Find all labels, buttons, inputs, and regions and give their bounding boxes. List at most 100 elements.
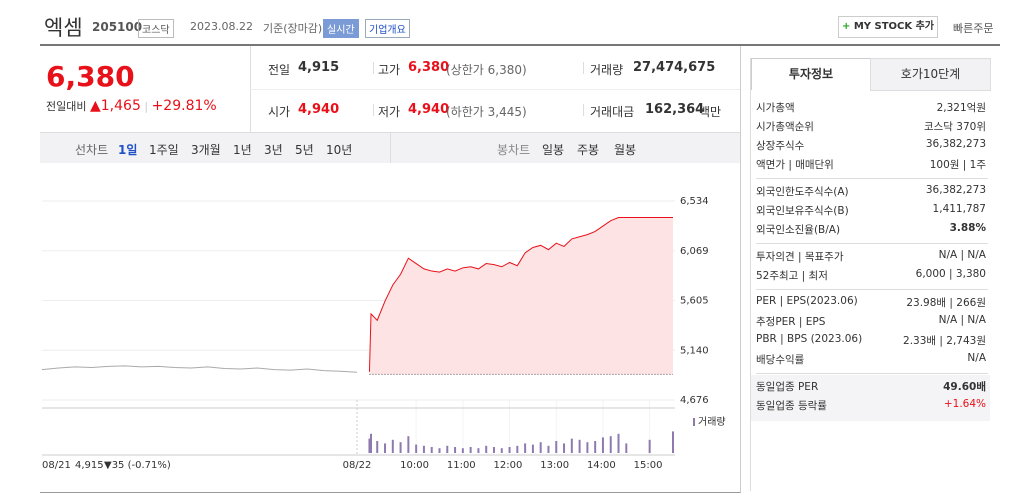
stat-value: 27,474,675 bbox=[633, 60, 716, 75]
section-rule bbox=[756, 289, 988, 290]
side-row: 외국인소진율(B/A) 3.88% bbox=[756, 222, 986, 241]
period-tab[interactable]: 3개월 bbox=[191, 143, 221, 157]
row-value: +1.64% bbox=[943, 398, 986, 410]
price-change: 전일대비 ▲1,465 | +29.81% bbox=[46, 98, 217, 114]
overview-button[interactable]: 기업개요 bbox=[365, 19, 410, 38]
volume-bar bbox=[391, 439, 394, 453]
volume-bar bbox=[415, 444, 418, 453]
row-value: 코스닥 370위 bbox=[923, 121, 986, 133]
side-shade bbox=[751, 375, 990, 421]
x-tick-label: 13:00 bbox=[540, 460, 569, 471]
side-row: PBR | BPS (2023.06) 2.33배 | 2,743원 bbox=[756, 333, 986, 352]
period-tab[interactable]: 1년 bbox=[233, 143, 252, 157]
row-value: 49.60배 bbox=[943, 381, 986, 393]
current-price: 6,380 bbox=[46, 60, 135, 93]
date-note: 기준(장마감) bbox=[263, 22, 323, 35]
change-value: 1,465 bbox=[100, 98, 141, 114]
tab-label: 선차트 bbox=[75, 143, 109, 157]
period-tab[interactable]: 3년 bbox=[264, 143, 283, 157]
volume-bar bbox=[531, 444, 534, 453]
side-row: 배당수익률 N/A bbox=[756, 352, 986, 371]
side-row: 52주최고 | 최저 6,000 | 3,380 bbox=[756, 268, 986, 287]
volume-bar bbox=[422, 445, 425, 453]
tab-label: 봉차트 bbox=[497, 143, 531, 157]
row-label: 외국인소진율(B/A) bbox=[756, 224, 841, 236]
period-tab[interactable]: 10년 bbox=[326, 143, 353, 157]
row-label: 시가총액순위 bbox=[756, 121, 814, 133]
market-badge: 코스닥 bbox=[138, 19, 174, 38]
date: 2023.08.22 bbox=[190, 20, 253, 33]
volume-bar bbox=[461, 448, 464, 453]
stat-note: (하한가 3,445) bbox=[446, 105, 527, 119]
side-panel bbox=[750, 58, 991, 491]
period-tab[interactable]: 월봉 bbox=[614, 143, 637, 157]
divider bbox=[583, 62, 584, 74]
volume-bar bbox=[563, 443, 566, 453]
stat-value: 4,940 bbox=[298, 102, 340, 117]
row-label: 추정PER | EPS bbox=[756, 316, 826, 328]
volume-bar bbox=[430, 447, 433, 453]
row-value: 100원 | 1주 bbox=[929, 159, 986, 171]
side-row: 액면가 | 매매단위 100원 | 1주 bbox=[756, 157, 986, 176]
row-label: 시가총액 bbox=[756, 102, 795, 114]
stat-label: 전일 bbox=[268, 63, 291, 77]
stat-label: 시가 bbox=[268, 105, 291, 119]
change-arrow: ▲ bbox=[89, 98, 101, 114]
side-tab[interactable]: 투자정보 bbox=[751, 58, 871, 90]
row-value: N/A | N/A bbox=[938, 249, 986, 261]
x-tick-label: 10:00 bbox=[400, 460, 429, 471]
plus-icon: + bbox=[841, 21, 854, 32]
volume-bar bbox=[407, 436, 410, 453]
row-value: N/A | N/A bbox=[938, 314, 986, 326]
period-tab[interactable]: 주봉 bbox=[577, 143, 600, 157]
side-row: 동일업종 등락률 +1.64% bbox=[756, 398, 986, 417]
row-value: 6,000 | 3,380 bbox=[915, 268, 986, 280]
prev-day-line bbox=[41, 365, 358, 373]
side-row: 투자의견 | 목표주가 N/A | N/A bbox=[756, 249, 986, 268]
volume-bar bbox=[617, 433, 620, 453]
side-row: 추정PER | EPS N/A | N/A bbox=[756, 314, 986, 333]
period-tab[interactable]: 1주일 bbox=[149, 143, 179, 157]
row-label: 상장주식수 bbox=[756, 140, 805, 152]
y-tick-label: 6,069 bbox=[680, 246, 709, 257]
quick-order[interactable]: 빠른주문 bbox=[953, 22, 994, 35]
stat-value: 4,940 bbox=[408, 102, 450, 117]
y-tick-label: 5,605 bbox=[680, 296, 709, 307]
realtime-button[interactable]: 실시간 bbox=[323, 19, 359, 38]
stat-label: 거래대금 bbox=[590, 105, 635, 119]
stock-name: 엑셈 bbox=[44, 16, 83, 40]
mystock-button[interactable]: + MY STOCK 추가 bbox=[838, 16, 938, 38]
prev-change: ▼35 (-0.71%) bbox=[104, 460, 171, 471]
row-label: PER | EPS(2023.06) bbox=[756, 295, 858, 307]
volume-legend: 거래량 bbox=[698, 416, 726, 428]
stock-code: 205100 bbox=[92, 20, 143, 34]
stat-value: 4,915 bbox=[298, 60, 340, 75]
row-label: 동일업종 PER bbox=[756, 381, 819, 393]
volume-bar bbox=[609, 436, 612, 453]
volume-bar bbox=[477, 448, 480, 453]
volume-bar bbox=[555, 441, 558, 453]
section-rule bbox=[756, 373, 988, 374]
stat-label: 저가 bbox=[378, 105, 401, 119]
volume-bar bbox=[594, 441, 597, 453]
header-rule bbox=[40, 44, 1000, 46]
volume-bar bbox=[516, 445, 519, 453]
row-label: 동일업종 등락률 bbox=[756, 400, 827, 412]
volume-bar bbox=[399, 442, 402, 453]
x-tick-label: 14:00 bbox=[587, 460, 616, 471]
divider bbox=[373, 104, 374, 116]
change-rate: +29.81% bbox=[151, 98, 217, 114]
stat-value: 6,380 bbox=[408, 60, 450, 75]
row-value: 1,411,787 bbox=[932, 203, 986, 215]
volume-bar bbox=[601, 437, 604, 453]
divider bbox=[583, 104, 584, 116]
side-tab[interactable]: 호가10단계 bbox=[870, 58, 991, 91]
period-tab[interactable]: 일봉 bbox=[542, 143, 565, 157]
volume-bar bbox=[370, 433, 373, 453]
period-tab[interactable]: 5년 bbox=[295, 143, 314, 157]
row-label: 액면가 | 매매단위 bbox=[756, 159, 834, 171]
price-line bbox=[368, 216, 673, 372]
prev-close: 4,915 bbox=[75, 460, 104, 471]
period-tab[interactable]: 1일 bbox=[118, 143, 138, 157]
side-row: 시가총액 2,321억원 bbox=[756, 100, 986, 119]
